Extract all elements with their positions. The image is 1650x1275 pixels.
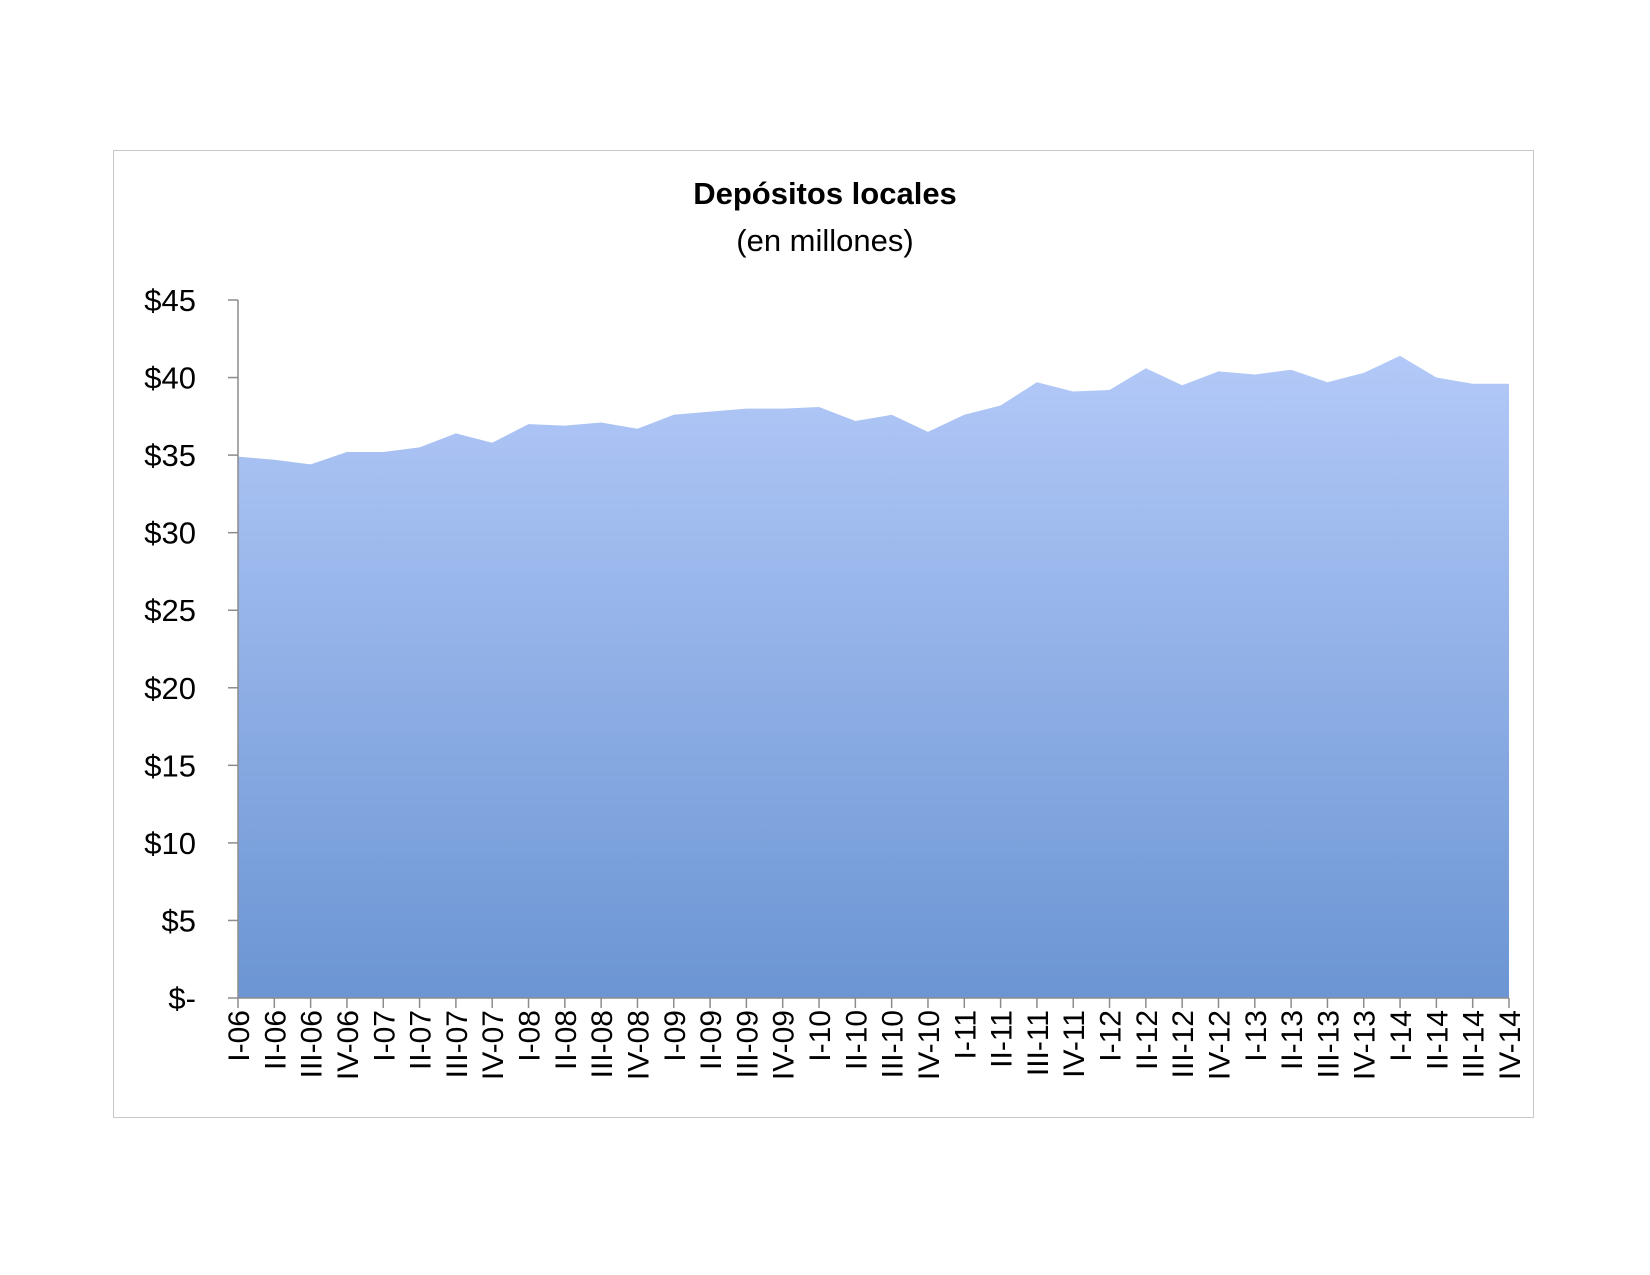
- x-tick-label: II-10: [840, 1010, 873, 1070]
- x-tick-label: IV-11: [1058, 1010, 1091, 1078]
- x-tick-label: I-08: [514, 1010, 547, 1062]
- x-tick-label: III-09: [731, 1010, 764, 1078]
- x-tick-label: IV-14: [1494, 1010, 1527, 1080]
- x-tick-label: IV-13: [1349, 1010, 1382, 1080]
- y-tick-label: $5: [162, 903, 196, 938]
- y-tick-label: $25: [144, 593, 196, 628]
- x-tick-label: IV-07: [477, 1010, 510, 1080]
- x-tick-label: II-12: [1131, 1010, 1164, 1070]
- x-tick-label: II-08: [550, 1010, 583, 1070]
- y-tick-label: $35: [144, 438, 196, 473]
- x-tick-label: I-12: [1095, 1010, 1128, 1062]
- y-tick-label: $30: [144, 516, 196, 551]
- y-tick-label: $10: [144, 826, 196, 861]
- x-tick-label: I-06: [223, 1010, 256, 1062]
- chart-subtitle: (en millones): [736, 223, 914, 258]
- x-tick-label: IV-12: [1203, 1010, 1236, 1080]
- x-tick-label: I-13: [1240, 1010, 1273, 1062]
- x-tick-label: IV-10: [913, 1010, 946, 1080]
- y-tick-label: $-: [168, 981, 196, 1016]
- x-tick-label: II-13: [1276, 1010, 1309, 1070]
- x-tick-label: II-07: [405, 1010, 438, 1070]
- x-tick-label: IV-09: [768, 1010, 801, 1080]
- x-tick-label: I-07: [368, 1010, 401, 1062]
- x-tick-label: II-14: [1421, 1010, 1454, 1070]
- y-tick-label: $20: [144, 671, 196, 706]
- x-tick-label: IV-06: [332, 1010, 365, 1080]
- x-tick-label: I-11: [949, 1010, 982, 1059]
- x-tick-label: I-09: [659, 1010, 692, 1062]
- x-tick-label: III-06: [296, 1010, 329, 1078]
- x-tick-label: III-12: [1167, 1010, 1200, 1078]
- x-tick-label: I-10: [804, 1010, 837, 1062]
- x-tick-label: III-11: [1022, 1010, 1055, 1076]
- y-tick-label: $15: [144, 748, 196, 783]
- x-tick-label: III-07: [441, 1010, 474, 1078]
- chart-title: Depósitos locales: [693, 176, 957, 211]
- x-tick-label: I-14: [1385, 1010, 1418, 1062]
- x-tick-label: II-11: [986, 1010, 1019, 1068]
- x-tick-label: IV-08: [622, 1010, 655, 1080]
- x-tick-label: II-06: [259, 1010, 292, 1070]
- area-series: [238, 355, 1509, 999]
- x-tick-label: III-08: [586, 1010, 619, 1078]
- x-tick-label: II-09: [695, 1010, 728, 1070]
- x-tick-label: III-14: [1458, 1010, 1491, 1078]
- x-tick-label: III-10: [877, 1010, 910, 1078]
- y-tick-label: $40: [144, 361, 196, 396]
- y-tick-label: $45: [144, 283, 196, 318]
- x-tick-label: III-13: [1312, 1010, 1345, 1078]
